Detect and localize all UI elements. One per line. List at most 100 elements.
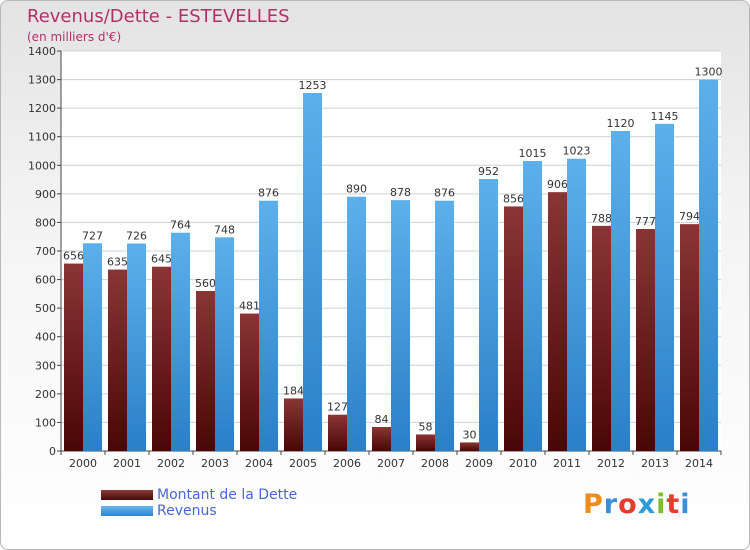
data-label-revenue: 1300 bbox=[695, 66, 723, 79]
y-tick-label: 300 bbox=[35, 359, 56, 372]
bar-revenue bbox=[127, 243, 146, 451]
logo-letter: x bbox=[637, 489, 657, 520]
x-tick-label: 2013 bbox=[641, 457, 669, 470]
y-tick-label: 100 bbox=[35, 416, 56, 429]
bar-debt bbox=[152, 266, 171, 451]
data-label-revenue: 952 bbox=[478, 165, 499, 178]
data-label-debt: 645 bbox=[151, 253, 172, 266]
bar-debt bbox=[548, 192, 567, 451]
data-label-debt: 127 bbox=[327, 401, 348, 414]
x-tick-label: 2003 bbox=[201, 457, 229, 470]
logo-letter: t bbox=[666, 489, 681, 520]
data-label-revenue: 876 bbox=[258, 187, 279, 200]
bar-debt bbox=[460, 442, 479, 451]
y-tick-label: 1300 bbox=[28, 74, 56, 87]
bar-revenue bbox=[347, 196, 366, 451]
data-label-debt: 184 bbox=[283, 384, 304, 397]
data-label-debt: 777 bbox=[635, 215, 656, 228]
bar-revenue bbox=[567, 158, 586, 451]
y-tick-label: 1000 bbox=[28, 159, 56, 172]
x-tick-label: 2001 bbox=[113, 457, 141, 470]
chart-title: Revenus/Dette - ESTEVELLES bbox=[27, 6, 290, 27]
data-label-revenue: 726 bbox=[126, 230, 147, 243]
data-label-revenue: 1015 bbox=[519, 147, 547, 160]
x-tick-label: 2000 bbox=[69, 457, 97, 470]
y-tick-label: 500 bbox=[35, 302, 56, 315]
bar-debt bbox=[284, 398, 303, 451]
data-label-debt: 560 bbox=[195, 277, 216, 290]
bar-debt bbox=[64, 263, 83, 451]
logo-letter: i bbox=[680, 489, 691, 520]
y-tick-label: 700 bbox=[35, 245, 56, 258]
bar-revenue bbox=[83, 243, 102, 451]
data-label-revenue: 1120 bbox=[607, 117, 635, 130]
bar-revenue bbox=[171, 232, 190, 451]
bar-debt bbox=[680, 224, 699, 451]
x-tick-label: 2005 bbox=[289, 457, 317, 470]
bar-revenue bbox=[259, 200, 278, 451]
data-label-debt: 856 bbox=[503, 192, 524, 205]
legend-swatch-revenue bbox=[101, 506, 153, 516]
data-label-revenue: 876 bbox=[434, 187, 455, 200]
data-label-revenue: 748 bbox=[214, 223, 235, 236]
data-label-revenue: 727 bbox=[82, 229, 103, 242]
legend-label-debt: Montant de la Dette bbox=[157, 487, 298, 503]
bar-debt bbox=[196, 291, 215, 451]
logo-letter: i bbox=[656, 489, 667, 520]
y-tick-label: 0 bbox=[49, 445, 56, 458]
data-label-debt: 58 bbox=[419, 420, 433, 433]
bar-revenue bbox=[479, 179, 498, 451]
x-tick-label: 2014 bbox=[685, 457, 713, 470]
data-label-debt: 481 bbox=[239, 300, 260, 313]
data-label-debt: 788 bbox=[591, 212, 612, 225]
data-label-revenue: 1253 bbox=[299, 79, 327, 92]
bar-debt bbox=[328, 414, 347, 451]
data-label-debt: 794 bbox=[679, 210, 700, 223]
y-tick-label: 1200 bbox=[28, 102, 56, 115]
logo-letter: P bbox=[583, 489, 604, 520]
y-tick-label: 200 bbox=[35, 388, 56, 401]
x-tick-label: 2012 bbox=[597, 457, 625, 470]
x-tick-label: 2010 bbox=[509, 457, 537, 470]
chart-subtitle: (en milliers d'€) bbox=[27, 30, 122, 44]
bar-debt bbox=[592, 225, 611, 451]
bar-revenue bbox=[699, 79, 718, 452]
data-label-revenue: 878 bbox=[390, 186, 411, 199]
y-tick-label: 400 bbox=[35, 331, 56, 344]
x-tick-label: 2008 bbox=[421, 457, 449, 470]
bar-debt bbox=[108, 269, 127, 451]
logo-letter: o bbox=[618, 489, 638, 520]
x-tick-label: 2004 bbox=[245, 457, 273, 470]
bar-debt bbox=[240, 313, 259, 451]
x-tick-label: 2006 bbox=[333, 457, 361, 470]
data-label-debt: 30 bbox=[463, 428, 477, 441]
data-label-debt: 635 bbox=[107, 256, 128, 269]
bar-revenue bbox=[611, 131, 630, 451]
legend-swatch-debt bbox=[101, 490, 153, 500]
bar-debt bbox=[636, 229, 655, 451]
data-label-debt: 84 bbox=[375, 413, 389, 426]
bar-revenue bbox=[391, 200, 410, 451]
legend-label-revenue: Revenus bbox=[157, 503, 217, 519]
y-tick-label: 900 bbox=[35, 188, 56, 201]
logo-letter: r bbox=[603, 489, 619, 520]
y-tick-label: 1100 bbox=[28, 131, 56, 144]
bar-debt bbox=[372, 427, 391, 451]
bar-debt bbox=[416, 434, 435, 451]
data-label-revenue: 764 bbox=[170, 219, 191, 232]
x-tick-label: 2009 bbox=[465, 457, 493, 470]
data-label-revenue: 890 bbox=[346, 183, 367, 196]
y-tick-label: 1400 bbox=[28, 45, 56, 58]
data-label-revenue: 1023 bbox=[563, 145, 591, 158]
x-tick-label: 2011 bbox=[553, 457, 581, 470]
y-tick-label: 600 bbox=[35, 274, 56, 287]
bar-debt bbox=[504, 206, 523, 451]
data-label-debt: 906 bbox=[547, 178, 568, 191]
x-tick-label: 2002 bbox=[157, 457, 185, 470]
bar-revenue bbox=[435, 200, 454, 451]
y-tick-label: 800 bbox=[35, 216, 56, 229]
x-tick-label: 2007 bbox=[377, 457, 405, 470]
data-label-revenue: 1145 bbox=[651, 110, 679, 123]
